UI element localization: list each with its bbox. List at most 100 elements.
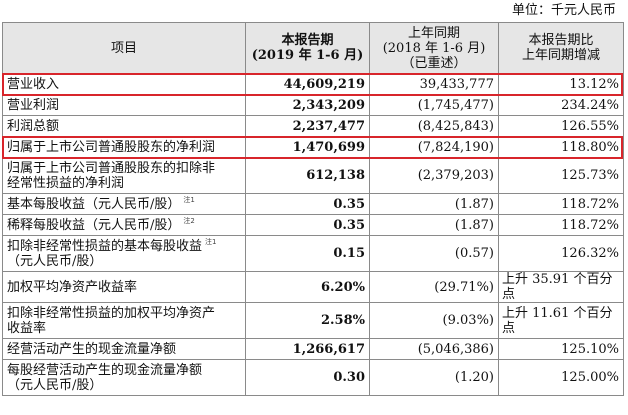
- footnote-marker: 注2: [183, 217, 195, 226]
- row-item-label: 利润总额: [2, 115, 246, 137]
- row-change-value: 125.73%: [498, 157, 624, 194]
- row-current-value: 2,237,477: [245, 115, 370, 137]
- header-current-line-1: 本报告期: [281, 33, 334, 48]
- row-item-line: 稀释每股收益（元人民币/股） 注2: [7, 218, 241, 233]
- footnote-marker: 注1: [205, 238, 217, 247]
- row-change-value: 118.72%: [498, 193, 624, 215]
- row-current-value: 2,343,209: [245, 94, 370, 116]
- row-previous-value: (1.87): [369, 193, 499, 215]
- row-previous-value: (1,745,477): [369, 94, 499, 116]
- header-previous-line-3: （已重述）: [401, 55, 467, 71]
- row-change-value: 234.24%: [498, 94, 624, 116]
- row-item-text: 每股经营活动产生的现金流量净额: [7, 362, 203, 378]
- row-item-text: 利润总额: [7, 118, 60, 134]
- table-row: 营业收入 44,609,219 39,433,777 13.12%: [2, 73, 624, 95]
- row-change-value: 13.12%: [498, 73, 624, 95]
- header-current-period: 本报告期 (2019 年 1-6 月): [245, 22, 370, 74]
- row-item-text: 扣除非经常性损益的加权平均净资产: [7, 305, 216, 321]
- row-current-value: 2.58%: [245, 302, 370, 339]
- footnote-marker: 注1: [183, 196, 195, 205]
- row-item-text: 营业利润: [7, 97, 60, 113]
- row-item-label: 营业收入: [2, 73, 246, 95]
- row-item-line: 归属于上市公司普通股股东的扣除非: [7, 161, 241, 176]
- row-current-value: 0.35: [245, 214, 370, 236]
- header-current-line-2: (2019 年 1-6 月): [251, 48, 364, 63]
- table-row: 扣除非经常性损益的加权平均净资产 收益率 2.58% (9.03%) 上升 11.61 …: [2, 302, 624, 339]
- table-row: 经营活动产生的现金流量净额 1,266,617 (5,046,386) 125.10%: [2, 338, 624, 360]
- row-item-text: 经常性损益的净利润: [7, 175, 125, 191]
- header-previous-line-2: (2018 年 1-6 月): [382, 40, 486, 56]
- table-row: 每股经营活动产生的现金流量净额 （元人民币/股） 0.30 (1.20) 125.00%: [2, 359, 624, 396]
- row-item-label: 扣除非经常性损益的基本每股收益 注1 （元人民币/股）: [2, 235, 246, 272]
- row-item-label: 稀释每股收益（元人民币/股） 注2: [2, 214, 246, 236]
- row-item-line: 经营活动产生的现金流量净额: [7, 342, 241, 357]
- row-item-line: 经常性损益的净利润: [7, 176, 241, 191]
- row-item-line: 扣除非经常性损益的基本每股收益 注1: [7, 239, 241, 254]
- row-current-value: 612,138: [245, 157, 370, 194]
- row-previous-value: (1.20): [369, 359, 499, 396]
- row-item-line: 每股经营活动产生的现金流量净额: [7, 363, 241, 378]
- row-change-value: 118.80%: [498, 136, 624, 158]
- row-item-text: （元人民币/股）: [7, 377, 103, 393]
- row-item-line: 营业收入: [7, 77, 241, 92]
- header-previous-period: 上年同期 (2018 年 1-6 月) （已重述）: [369, 22, 499, 74]
- row-change-value: 118.72%: [498, 214, 624, 236]
- row-current-value: 0.15: [245, 235, 370, 272]
- table-row: 加权平均净资产收益率 6.20% (29.71%) 上升 35.91 个百分点: [2, 271, 624, 303]
- header-change-line-2: 上年同期增减: [521, 48, 600, 63]
- table-header-row: 项目 本报告期 (2019 年 1-6 月) 上年同期 (2018 年 1-6 …: [2, 22, 624, 74]
- table-row: 营业利润 2,343,209 (1,745,477) 234.24%: [2, 94, 624, 116]
- row-change-value: 126.55%: [498, 115, 624, 137]
- row-item-text: 基本每股收益（元人民币/股）: [7, 196, 181, 212]
- row-item-label: 营业利润: [2, 94, 246, 116]
- row-item-line: （元人民币/股）: [7, 378, 241, 393]
- row-change-value: 上升 11.61 个百分点: [498, 302, 624, 339]
- row-current-value: 0.35: [245, 193, 370, 215]
- row-item-label: 经营活动产生的现金流量净额: [2, 338, 246, 360]
- row-item-text: 归属于上市公司普通股股东的净利润: [7, 139, 216, 155]
- row-current-value: 44,609,219: [245, 73, 370, 95]
- row-current-value: 1,470,699: [245, 136, 370, 158]
- header-previous-line-1: 上年同期: [407, 25, 460, 41]
- table-row: 稀释每股收益（元人民币/股） 注2 0.35 (1.87) 118.72%: [2, 214, 624, 236]
- table-row: 扣除非经常性损益的基本每股收益 注1 （元人民币/股） 0.15 (0.57) 126.3…: [2, 235, 624, 272]
- row-previous-value: 39,433,777: [369, 73, 499, 95]
- row-item-text: 经营活动产生的现金流量净额: [7, 341, 177, 357]
- row-previous-value: (7,824,190): [369, 136, 499, 158]
- row-item-line: 营业利润: [7, 98, 241, 113]
- row-item-text: 收益率: [7, 320, 47, 336]
- table-row: 归属于上市公司普通股股东的净利润 1,470,699 (7,824,190) 118.…: [2, 136, 624, 158]
- row-previous-value: (1.87): [369, 214, 499, 236]
- row-item-label: 归属于上市公司普通股股东的净利润: [2, 136, 246, 158]
- table-row: 归属于上市公司普通股股东的扣除非 经常性损益的净利润 612,138 (2,379,2…: [2, 157, 624, 194]
- table-body: 营业收入 44,609,219 39,433,777 13.12% 营业利润 2,343,…: [2, 73, 624, 396]
- row-item-label: 基本每股收益（元人民币/股） 注1: [2, 193, 246, 215]
- row-item-line: 扣除非经常性损益的加权平均净资产: [7, 306, 241, 321]
- financial-summary-table: 项目 本报告期 (2019 年 1-6 月) 上年同期 (2018 年 1-6 …: [2, 22, 624, 396]
- row-previous-value: (0.57): [369, 235, 499, 272]
- row-change-value: 126.32%: [498, 235, 624, 272]
- row-item-text: （元人民币/股）: [7, 253, 103, 269]
- row-previous-value: (8,425,843): [369, 115, 499, 137]
- row-previous-value: (5,046,386): [369, 338, 499, 360]
- row-previous-value: (9.03%): [369, 302, 499, 339]
- row-previous-value: (2,379,203): [369, 157, 499, 194]
- row-previous-value: (29.71%): [369, 271, 499, 303]
- row-item-label: 每股经营活动产生的现金流量净额 （元人民币/股）: [2, 359, 246, 396]
- table-row: 基本每股收益（元人民币/股） 注1 0.35 (1.87) 118.72%: [2, 193, 624, 215]
- row-item-line: 收益率: [7, 321, 241, 336]
- row-change-value: 上升 35.91 个百分点: [498, 271, 624, 303]
- row-item-text: 扣除非经常性损益的基本每股收益: [7, 238, 203, 254]
- row-current-value: 1,266,617: [245, 338, 370, 360]
- header-item: 项目: [2, 22, 246, 74]
- header-change-line-1: 本报告期比: [528, 33, 594, 48]
- row-current-value: 6.20%: [245, 271, 370, 303]
- row-item-line: 归属于上市公司普通股股东的净利润: [7, 140, 241, 155]
- unit-label: 单位：千元人民币: [511, 3, 616, 18]
- row-item-text: 加权平均净资产收益率: [7, 279, 138, 295]
- row-item-label: 归属于上市公司普通股股东的扣除非 经常性损益的净利润: [2, 157, 246, 194]
- row-item-line: 加权平均净资产收益率: [7, 280, 241, 295]
- row-item-line: 利润总额: [7, 119, 241, 134]
- row-change-value: 125.10%: [498, 338, 624, 360]
- row-item-text: 稀释每股收益（元人民币/股）: [7, 217, 181, 233]
